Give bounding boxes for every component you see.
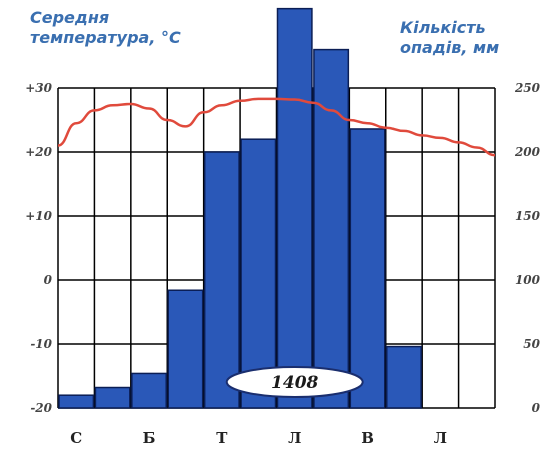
month-label: Л (288, 429, 301, 447)
precipitation-bar (131, 372, 167, 409)
temperature-axis-title: Середня температура, °C (30, 8, 181, 48)
precipitation-bar (94, 386, 131, 409)
annual-total-badge (225, 366, 364, 398)
month-label: С (70, 429, 82, 447)
precipitation-tick-label: 200 (514, 145, 541, 159)
month-label: Л (434, 429, 447, 447)
temperature-tick-label: -10 (30, 337, 52, 351)
precipitation-bar (58, 394, 95, 409)
month-label: Б (143, 429, 156, 447)
precipitation-axis-title-line1: Кількість (400, 18, 486, 37)
precipitation-bar (386, 345, 422, 409)
precipitation-bar (167, 289, 204, 409)
temperature-tick-label: -20 (30, 401, 52, 415)
precipitation-tick-label: 50 (523, 337, 540, 351)
precipitation-bar (349, 128, 386, 409)
precipitation-bar (240, 138, 277, 409)
precipitation-tick-label: 150 (515, 209, 541, 223)
precipitation-tick-label: 100 (515, 273, 541, 287)
precipitation-axis-title-line2: опадів, мм (400, 38, 500, 57)
precipitation-tick-label: 0 (532, 401, 541, 415)
temperature-tick-label: 0 (44, 273, 53, 287)
precipitation-bar (313, 48, 350, 409)
precipitation-bar (203, 151, 240, 409)
annual-total-value: 1408 (271, 373, 318, 393)
precipitation-bar (276, 7, 313, 409)
month-label: Т (216, 429, 228, 447)
temperature-tick-label: +10 (25, 209, 52, 223)
temperature-tick-label: +30 (25, 81, 52, 95)
precipitation-tick-label: 250 (514, 81, 541, 95)
month-label: В (361, 429, 374, 447)
temperature-axis-title-line2: температура, °C (30, 28, 181, 47)
temperature-axis-title-line1: Середня (30, 8, 110, 27)
temperature-tick-label: +20 (25, 145, 52, 159)
precipitation-axis-title: Кількість опадів, мм (400, 18, 499, 58)
temperature-line (57, 97, 496, 157)
